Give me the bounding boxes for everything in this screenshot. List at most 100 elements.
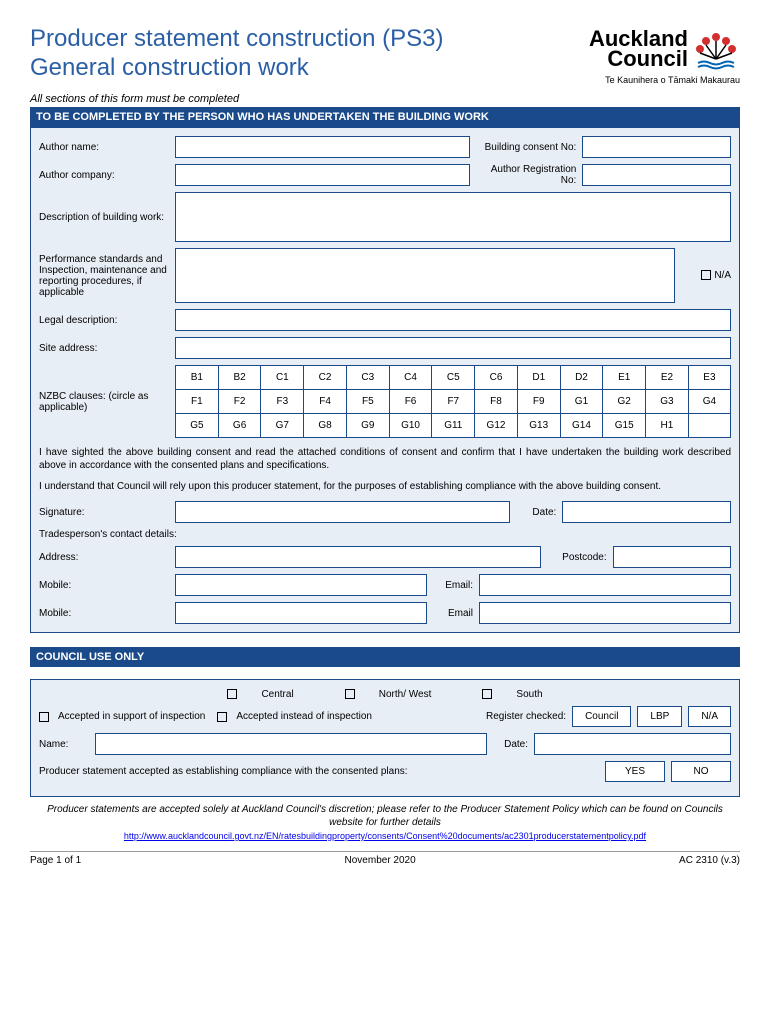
email2-input[interactable] [479, 602, 731, 624]
nzbc-cell[interactable]: D1 [517, 366, 560, 390]
performance-input[interactable] [175, 248, 675, 303]
postcode-input[interactable] [613, 546, 731, 568]
nzbc-cell[interactable]: F8 [475, 390, 518, 414]
nzbc-cell[interactable]: G3 [646, 390, 689, 414]
footer-center: November 2020 [345, 855, 416, 866]
nzbc-cell[interactable]: G14 [560, 414, 603, 438]
nzbc-cell[interactable]: G11 [432, 414, 475, 438]
nzbc-cell[interactable]: G10 [389, 414, 432, 438]
nzbc-cell[interactable]: H1 [646, 414, 689, 438]
page-footer: Page 1 of 1 November 2020 AC 2310 (v.3) [30, 851, 740, 866]
nzbc-cell[interactable]: G6 [218, 414, 261, 438]
postcode-label: Postcode: [547, 552, 607, 563]
nzbc-cell[interactable] [688, 414, 730, 438]
declaration-para1: I have sighted the above building consen… [39, 446, 731, 472]
nzbc-cell[interactable]: F5 [346, 390, 389, 414]
accepted-instead-label: Accepted instead of inspection [236, 711, 372, 722]
nzbc-cell[interactable]: C3 [346, 366, 389, 390]
nzbc-cell[interactable]: B2 [218, 366, 261, 390]
author-reg-input[interactable] [582, 164, 731, 186]
date-input[interactable] [562, 501, 731, 523]
nzbc-cell[interactable]: F7 [432, 390, 475, 414]
no-option[interactable]: NO [671, 761, 731, 782]
register-council-option[interactable]: Council [572, 706, 631, 727]
nzbc-cell[interactable]: F6 [389, 390, 432, 414]
mobile-input[interactable] [175, 574, 427, 596]
legal-input[interactable] [175, 309, 731, 331]
nzbc-cell[interactable]: G7 [261, 414, 304, 438]
nzbc-cell[interactable]: E1 [603, 366, 646, 390]
signature-input[interactable] [175, 501, 510, 523]
instruction-text: All sections of this form must be comple… [30, 93, 740, 105]
register-label: Register checked: [486, 711, 566, 722]
south-checkbox[interactable] [482, 689, 492, 699]
nzbc-label: NZBC clauses: (circle as applicable) [39, 391, 169, 413]
legal-label: Legal description: [39, 315, 169, 326]
author-reg-label: Author Registration No: [476, 164, 576, 186]
nzbc-cell[interactable]: G2 [603, 390, 646, 414]
address-input[interactable] [175, 546, 541, 568]
northwest-checkbox[interactable] [345, 689, 355, 699]
yes-option[interactable]: YES [605, 761, 665, 782]
register-lbp-option[interactable]: LBP [637, 706, 682, 727]
description-input[interactable] [175, 192, 731, 242]
accepted-support-label: Accepted in support of inspection [58, 711, 205, 722]
nzbc-cell[interactable]: G8 [304, 414, 347, 438]
nzbc-table: B1B2C1C2C3C4C5C6D1D2E1E2E3 F1F2F3F4F5F6F… [175, 365, 731, 438]
footer-left: Page 1 of 1 [30, 855, 81, 866]
council-name-input[interactable] [95, 733, 487, 755]
mobile2-label: Mobile: [39, 608, 169, 619]
nzbc-cell[interactable]: F4 [304, 390, 347, 414]
nzbc-cell[interactable]: G12 [475, 414, 518, 438]
trades-label: Tradesperson's contact details: [39, 529, 731, 540]
nzbc-cell[interactable]: D2 [560, 366, 603, 390]
region-northwest: North/ West [379, 689, 432, 700]
footer-right: AC 2310 (v.3) [679, 855, 740, 866]
producer-label: Producer statement accepted as establish… [39, 766, 599, 777]
nzbc-cell[interactable]: F1 [176, 390, 219, 414]
declaration-para2: I understand that Council will rely upon… [39, 480, 731, 493]
nzbc-cell[interactable]: C2 [304, 366, 347, 390]
nzbc-cell[interactable]: G5 [176, 414, 219, 438]
accepted-instead-checkbox[interactable] [217, 712, 227, 722]
nzbc-cell[interactable]: C1 [261, 366, 304, 390]
accepted-support-checkbox[interactable] [39, 712, 49, 722]
author-name-input[interactable] [175, 136, 470, 158]
nzbc-cell[interactable]: B1 [176, 366, 219, 390]
mobile2-input[interactable] [175, 602, 427, 624]
nzbc-cell[interactable]: G15 [603, 414, 646, 438]
nzbc-cell[interactable]: C4 [389, 366, 432, 390]
nzbc-cell[interactable]: C5 [432, 366, 475, 390]
nzbc-cell[interactable]: G13 [517, 414, 560, 438]
nzbc-cell[interactable]: G4 [688, 390, 730, 414]
author-company-input[interactable] [175, 164, 470, 186]
council-date-label: Date: [493, 739, 528, 750]
email-input[interactable] [479, 574, 731, 596]
author-company-label: Author company: [39, 170, 169, 181]
title-line2: General construction work [30, 54, 444, 83]
consent-no-input[interactable] [582, 136, 731, 158]
description-label: Description of building work: [39, 212, 169, 223]
footer-link[interactable]: http://www.aucklandcouncil.govt.nz/EN/ra… [30, 831, 740, 841]
region-south: South [516, 689, 542, 700]
nzbc-cell[interactable]: E2 [646, 366, 689, 390]
nzbc-cell[interactable]: F3 [261, 390, 304, 414]
council-date-input[interactable] [534, 733, 731, 755]
nzbc-cell[interactable]: G1 [560, 390, 603, 414]
email-label: Email: [433, 580, 473, 591]
site-input[interactable] [175, 337, 731, 359]
na-label: N/A [714, 270, 731, 281]
nzbc-cell[interactable]: F9 [517, 390, 560, 414]
nzbc-cell[interactable]: C6 [475, 366, 518, 390]
nzbc-cell[interactable]: E3 [688, 366, 730, 390]
title-block: Producer statement construction (PS3) Ge… [30, 25, 444, 83]
page-header: Producer statement construction (PS3) Ge… [30, 25, 740, 85]
na-checkbox[interactable] [701, 270, 711, 280]
section1-header: TO BE COMPLETED BY THE PERSON WHO HAS UN… [30, 107, 740, 127]
main-form-section: Author name: Building consent No: Author… [30, 127, 740, 633]
section2-header: COUNCIL USE ONLY [30, 647, 740, 667]
register-na-option[interactable]: N/A [688, 706, 731, 727]
nzbc-cell[interactable]: F2 [218, 390, 261, 414]
nzbc-cell[interactable]: G9 [346, 414, 389, 438]
central-checkbox[interactable] [227, 689, 237, 699]
